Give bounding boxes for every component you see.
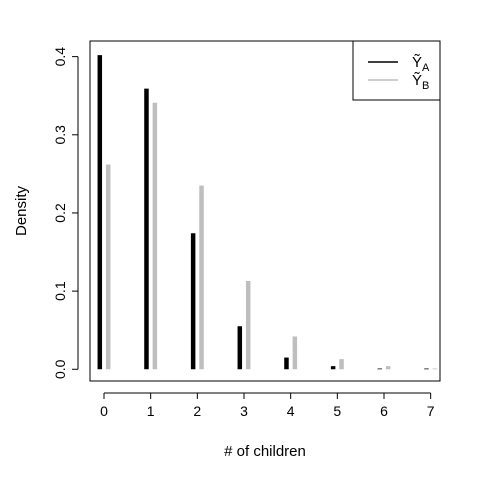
x-tick-label: 3 (240, 403, 248, 419)
plot-frame (89, 40, 441, 382)
x-tick-label: 4 (287, 403, 295, 419)
y-tick-label: 0.4 (52, 47, 68, 67)
legend-box (352, 40, 441, 101)
x-tick-label: 1 (147, 403, 155, 419)
x-axis: 0 1 2 3 4 5 6 7 (100, 392, 435, 419)
y-axis-label: Density (13, 185, 30, 236)
x-tick-label: 5 (333, 403, 341, 419)
y-tick-label: 0.1 (52, 281, 68, 301)
y-tick-label: 0.0 (52, 359, 68, 379)
x-tick-label: 7 (427, 403, 435, 419)
y-axis: 0.0 0.1 0.2 0.3 0.4 (52, 47, 79, 379)
x-tick-label: 6 (380, 403, 388, 419)
y-tick-label: 0.3 (52, 125, 68, 145)
x-axis-label: # of children (224, 443, 306, 460)
x-tick-label: 2 (193, 403, 201, 419)
y-tick-label: 0.2 (52, 203, 68, 223)
legend-label-b: ỸB (412, 72, 429, 92)
bars-layer (97, 55, 438, 370)
x-tick-label: 0 (100, 403, 108, 419)
legend-label-a: ỸA (412, 54, 430, 74)
